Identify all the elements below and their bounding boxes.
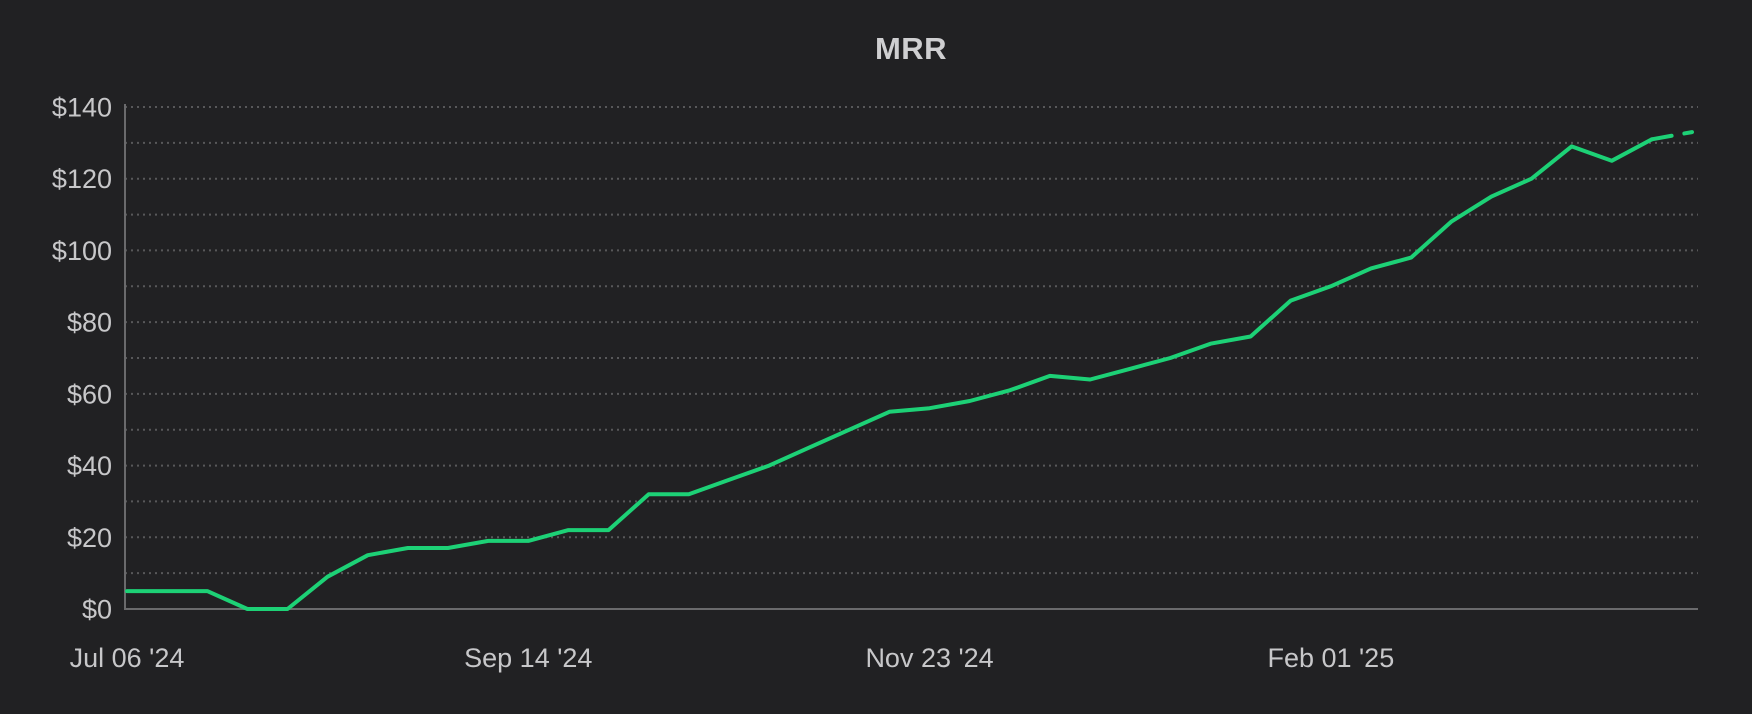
y-tick-label: $100 xyxy=(52,236,112,266)
y-tick-label: $140 xyxy=(52,93,112,123)
y-tick-label: $60 xyxy=(67,379,112,409)
y-tick-label: $120 xyxy=(52,164,112,194)
x-tick-label: Jul 06 '24 xyxy=(70,643,185,673)
y-tick-label: $80 xyxy=(67,308,112,338)
y-tick-label: $0 xyxy=(82,595,112,625)
mrr-line xyxy=(125,137,1654,611)
x-tick-label: Feb 01 '25 xyxy=(1267,643,1394,673)
y-tick-label: $40 xyxy=(67,451,112,481)
chart-title: MRR xyxy=(874,31,948,66)
x-tick-label: Nov 23 '24 xyxy=(865,643,993,673)
x-tick-label: Sep 14 '24 xyxy=(464,643,592,673)
y-tick-label: $20 xyxy=(67,523,112,553)
mrr-line-projected-segment xyxy=(1649,130,1694,142)
